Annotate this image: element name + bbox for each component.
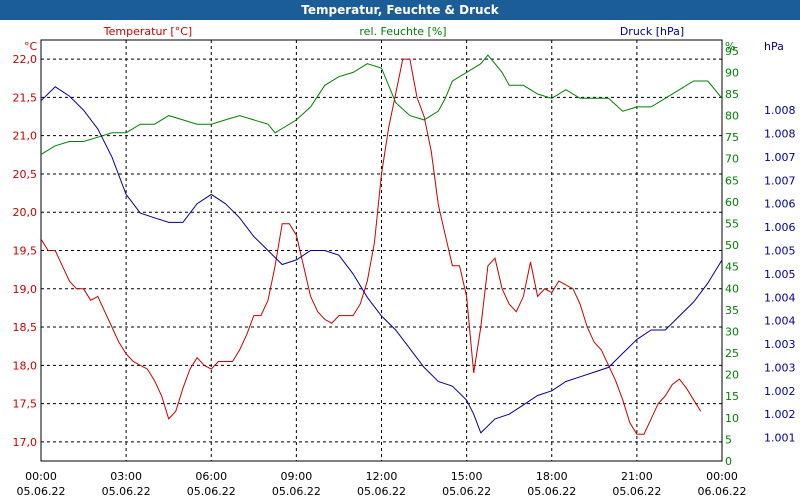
humidity-tick-label: 50 <box>725 239 739 252</box>
x-tick-time-label: 06:00 <box>195 470 227 483</box>
humidity-tick-label: 60 <box>725 196 739 209</box>
temperature-tick-label: 20,5 <box>13 168 38 181</box>
humidity-unit-label: % <box>725 40 735 53</box>
pressure-tick-label: 1.007 <box>764 174 796 187</box>
humidity-tick-label: 15 <box>725 390 739 403</box>
x-tick-time-label: 15:00 <box>451 470 483 483</box>
pressure-tick-label: 1.004 <box>764 291 796 304</box>
x-tick-date-label: 05.06.22 <box>272 485 321 498</box>
x-tick-time-label: 21:00 <box>621 470 653 483</box>
x-tick-date-label: 05.06.22 <box>612 485 661 498</box>
chart-title: Temperatur, Feuchte & Druck <box>0 0 800 20</box>
temperature-tick-label: 20,0 <box>13 206 38 219</box>
pressure-tick-label: 1.004 <box>764 315 796 328</box>
x-tick-date-label: 05.06.22 <box>187 485 236 498</box>
humidity-tick-label: 30 <box>725 325 739 338</box>
humidity-tick-label: 40 <box>725 282 739 295</box>
pressure-tick-label: 1.007 <box>764 151 796 164</box>
humidity-tick-label: 80 <box>725 110 739 123</box>
pressure-legend-label: Druck [hPa] <box>620 25 684 38</box>
x-tick-date-label: 06.06.22 <box>698 485 747 498</box>
temperature-tick-label: 17,5 <box>13 398 38 411</box>
humidity-tick-label: 75 <box>725 131 739 144</box>
humidity-tick-label: 95 <box>725 45 739 58</box>
temperature-tick-label: 17,0 <box>13 436 38 449</box>
humidity-tick-label: 35 <box>725 304 739 317</box>
humidity-legend-label: rel. Feuchte [%] <box>359 25 446 38</box>
pressure-unit-label: hPa <box>764 40 784 53</box>
series-line-temperature <box>41 58 702 435</box>
pressure-tick-label: 1.002 <box>764 385 796 398</box>
x-tick-time-label: 00:00 <box>706 470 738 483</box>
humidity-tick-label: 90 <box>725 66 739 79</box>
x-tick-time-label: 09:00 <box>281 470 313 483</box>
humidity-tick-label: 70 <box>725 153 739 166</box>
pressure-tick-label: 1.001 <box>764 432 796 445</box>
pressure-tick-label: 1.006 <box>764 198 796 211</box>
temperature-tick-label: 18,0 <box>13 359 38 372</box>
humidity-tick-label: 25 <box>725 347 739 360</box>
pressure-tick-label: 1.008 <box>764 104 796 117</box>
pressure-tick-label: 1.005 <box>764 245 796 258</box>
pressure-tick-label: 1.005 <box>764 268 796 281</box>
temperature-tick-label: 21,0 <box>13 130 38 143</box>
temperature-tick-label: 19,5 <box>13 245 38 258</box>
x-tick-time-label: 18:00 <box>536 470 568 483</box>
temperature-tick-label: 21,5 <box>13 91 38 104</box>
temperature-tick-label: 19,0 <box>13 283 38 296</box>
humidity-tick-label: 20 <box>725 369 739 382</box>
humidity-tick-label: 10 <box>725 412 739 425</box>
x-tick-time-label: 00:00 <box>25 470 57 483</box>
pressure-tick-label: 1.008 <box>764 128 796 141</box>
x-tick-date-label: 05.06.22 <box>357 485 406 498</box>
x-tick-time-label: 03:00 <box>110 470 142 483</box>
humidity-tick-label: 0 <box>725 455 732 468</box>
temperature-tick-label: 22,0 <box>13 53 38 66</box>
x-tick-date-label: 05.06.22 <box>102 485 151 498</box>
temperature-legend-label: Temperatur [°C] <box>103 25 192 38</box>
humidity-tick-label: 45 <box>725 261 739 274</box>
pressure-tick-label: 1.003 <box>764 361 796 374</box>
humidity-tick-label: 85 <box>725 88 739 101</box>
series-line-humidity <box>41 54 722 155</box>
humidity-tick-label: 65 <box>725 174 739 187</box>
x-tick-date-label: 05.06.22 <box>442 485 491 498</box>
pressure-tick-label: 1.002 <box>764 408 796 421</box>
pressure-tick-label: 1.006 <box>764 221 796 234</box>
pressure-tick-label: 1.003 <box>764 338 796 351</box>
x-tick-time-label: 12:00 <box>366 470 398 483</box>
x-tick-date-label: 05.06.22 <box>17 485 66 498</box>
temperature-tick-label: 18,5 <box>13 321 38 334</box>
humidity-tick-label: 55 <box>725 218 739 231</box>
x-tick-date-label: 05.06.22 <box>527 485 576 498</box>
temperature-unit-label: °C <box>24 40 38 53</box>
humidity-tick-label: 5 <box>725 433 732 446</box>
series-line-pressure <box>41 86 722 434</box>
